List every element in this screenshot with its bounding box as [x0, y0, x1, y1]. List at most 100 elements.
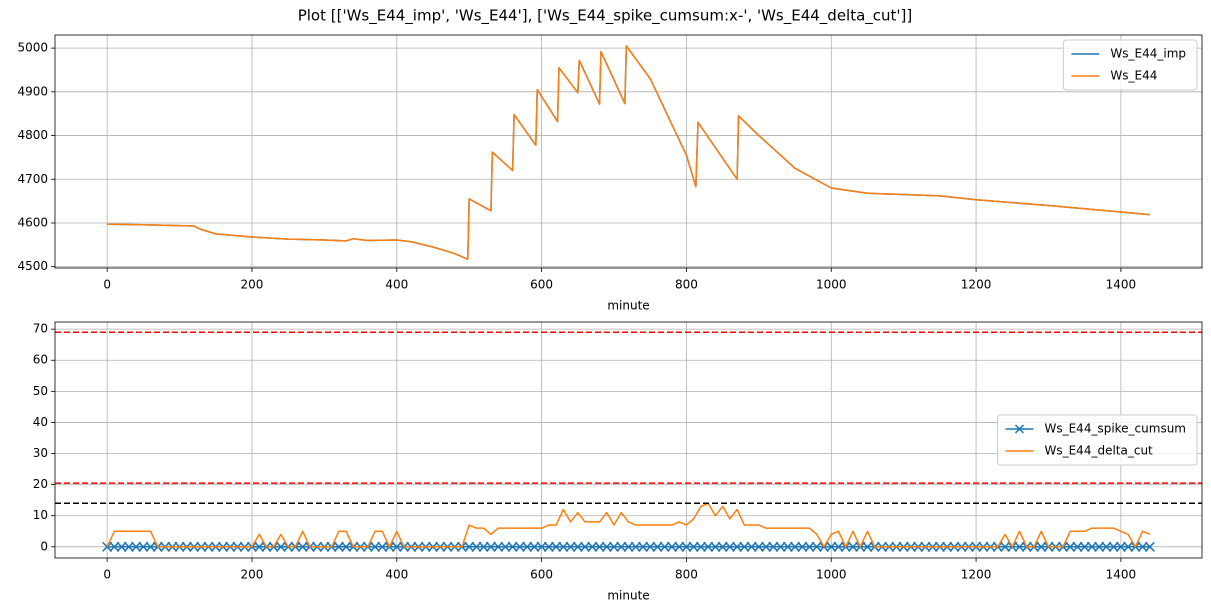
marker: [116, 541, 127, 552]
marker: [551, 541, 562, 552]
y-tick-label: 4700: [17, 172, 48, 186]
marker: [695, 541, 706, 552]
x-tick-label: 1200: [961, 278, 992, 292]
x-axis-label: minute: [607, 589, 649, 603]
marker: [666, 541, 677, 552]
marker: [775, 541, 786, 552]
marker: [797, 541, 808, 552]
x-tick-label: 0: [103, 568, 111, 582]
marker: [1101, 541, 1112, 552]
legend-label: Ws_E44_imp: [1110, 47, 1186, 61]
marker: [1144, 541, 1155, 552]
marker: [847, 541, 859, 552]
marker: [652, 541, 663, 552]
x-tick-label: 200: [241, 278, 264, 292]
marker: [1137, 541, 1148, 552]
marker: [275, 541, 286, 552]
marker: [485, 541, 496, 552]
x-tick-label: 200: [241, 568, 264, 582]
marker: [753, 541, 764, 552]
marker: [601, 541, 612, 552]
legend-label: Ws_E44_spike_cumsum: [1044, 422, 1186, 436]
marker: [1115, 541, 1126, 552]
marker: [608, 541, 620, 552]
legend: Ws_E44_imp Ws_E44: [1062, 39, 1198, 91]
legend-label: Ws_E44: [1110, 69, 1157, 83]
marker: [145, 541, 156, 552]
marker: [703, 541, 714, 552]
marker: [536, 541, 547, 552]
y-tick-label: 4800: [17, 128, 48, 142]
marker: [297, 541, 308, 552]
y-tick-label: 0: [40, 539, 48, 553]
marker: [804, 541, 815, 552]
legend-label: Ws_E44_delta_cut: [1044, 444, 1153, 458]
y-tick-label: 30: [33, 446, 48, 460]
marker: [333, 541, 344, 552]
marker: [594, 541, 605, 552]
y-tick-label: 20: [33, 477, 48, 491]
marker: [565, 541, 576, 552]
marker: [377, 541, 388, 552]
marker: [131, 541, 142, 552]
marker: [514, 541, 525, 552]
marker: [507, 541, 518, 552]
marker: [739, 541, 750, 552]
marker: [717, 541, 728, 552]
y-tick-label: 50: [33, 384, 48, 398]
marker: [1036, 541, 1047, 552]
marker: [558, 541, 569, 552]
marker: [471, 541, 482, 552]
marker: [1094, 541, 1105, 552]
marker: [710, 541, 721, 552]
marker: [1000, 541, 1011, 552]
marker: [370, 541, 381, 552]
y-tick-label: 40: [33, 415, 48, 429]
marker: [1072, 541, 1083, 552]
x-tick-label: 0: [103, 278, 111, 292]
marker: [464, 541, 475, 552]
marker: [761, 541, 772, 552]
series-line: [107, 45, 1150, 261]
y-tick-label: 4600: [17, 215, 48, 229]
marker: [659, 541, 670, 552]
marker: [522, 541, 533, 552]
y-tick-label: 4900: [17, 84, 48, 98]
marker: [123, 541, 134, 552]
marker: [637, 541, 649, 552]
legend-box: [996, 414, 1198, 466]
axes-frame: [54, 321, 1203, 559]
marker: [790, 541, 801, 552]
figure-title: Plot [['Ws_E44_imp', 'Ws_E44'], ['Ws_E44…: [298, 7, 913, 26]
marker: [674, 541, 685, 552]
x-tick-label: 400: [385, 568, 408, 582]
marker: [572, 541, 583, 552]
x-tick-label: 1200: [961, 568, 992, 582]
marker: [688, 541, 699, 552]
marker: [1108, 541, 1119, 552]
marker: [645, 541, 656, 552]
x-tick-label: 1400: [1106, 568, 1137, 582]
marker: [623, 541, 634, 552]
marker: [391, 541, 402, 552]
x-tick-label: 1400: [1106, 278, 1137, 292]
marker: [254, 541, 265, 552]
y-tick-label: 5000: [17, 41, 48, 55]
marker: [732, 541, 743, 552]
marker: [616, 541, 627, 552]
x-tick-label: 600: [530, 278, 553, 292]
x-tick-label: 400: [385, 278, 408, 292]
series-line: [106, 502, 1151, 548]
x-axis-label: minute: [607, 299, 649, 313]
marker: [630, 541, 641, 552]
legend: Ws_E44_spike_cumsum Ws_E44_delta_cut: [996, 414, 1198, 466]
marker: [478, 541, 489, 552]
marker: [681, 541, 692, 552]
marker: [724, 541, 735, 552]
marker: [862, 541, 873, 552]
marker: [833, 541, 844, 552]
marker: [341, 541, 352, 552]
marker: [1014, 541, 1025, 552]
